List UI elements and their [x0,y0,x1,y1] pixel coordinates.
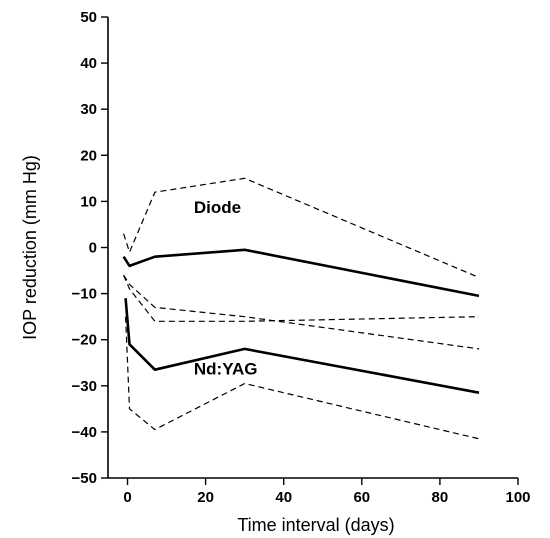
y-axis-title: IOP reduction (mm Hg) [20,155,40,340]
x-tick-label: 60 [353,489,370,506]
x-tick-label: 80 [432,489,449,506]
y-tick-label: −40 [72,424,97,441]
x-tick-label: 100 [505,489,530,506]
y-tick-label: −50 [72,470,97,487]
series-line-bound-1 [123,177,480,279]
y-tick-label: −10 [72,286,97,303]
y-tick-label: 50 [80,9,97,26]
y-tick-label: 10 [80,193,97,210]
x-axis-title: Time interval (days) [237,515,394,535]
y-tick-label: −30 [72,378,97,395]
x-tick-label: 20 [197,489,214,506]
series-group: Diode Nd:YAG [122,177,480,440]
y-tick-label: −20 [72,332,97,349]
series-line-diode [122,248,480,298]
series-line-bound-5 [125,316,480,440]
y-tick-label: 0 [89,240,97,257]
series-line-nd-yag [124,298,480,394]
series-line-bound-4 [123,274,480,350]
series-label-diode: Diode [194,198,241,217]
x-tick-label: 40 [275,489,292,506]
y-tick-label: 20 [80,147,97,164]
x-tick-label: 0 [123,489,131,506]
y-tick-label: 40 [80,55,97,72]
y-tick-label: 30 [80,101,97,118]
series-label-nd-yag: Nd:YAG [194,359,258,378]
series-line-bound-2 [123,274,480,322]
